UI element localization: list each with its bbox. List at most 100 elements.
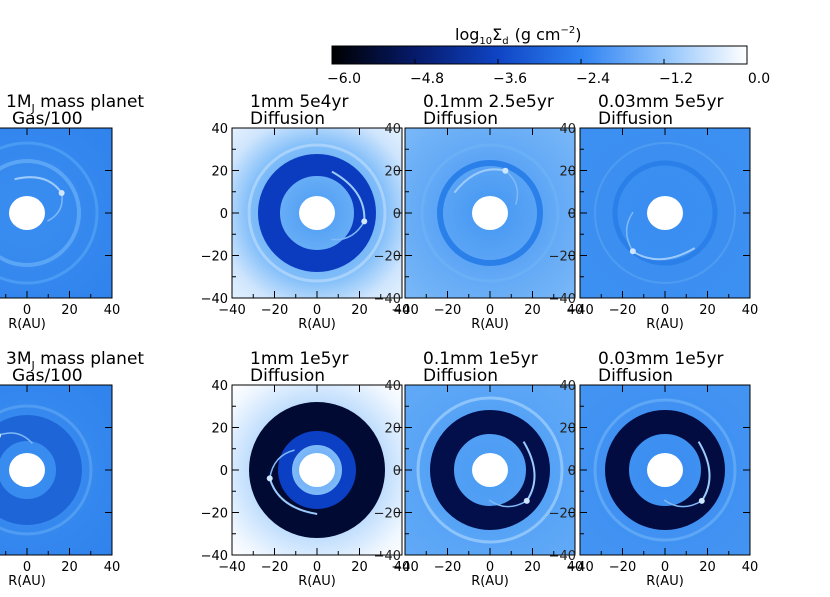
colorbar-label: log10Σd (g cm−2) [455, 25, 581, 47]
x-axis-label: R(AU) [471, 317, 509, 332]
y-tick-label: −40 [374, 549, 401, 564]
x-tick-label: 0 [313, 560, 321, 575]
inner-cavity [299, 453, 335, 487]
density-ring [249, 402, 385, 538]
y-tick-label: 20 [559, 422, 576, 437]
heatmap-image [0, 128, 112, 298]
inner-cavity [647, 196, 683, 230]
y-tick-label: 40 [384, 122, 401, 137]
density-ring [0, 159, 81, 267]
colorbar-tick-label: −2.4 [576, 71, 610, 87]
y-tick-label: 0 [568, 464, 576, 479]
heatmap-image [0, 385, 112, 555]
spiral-arm [625, 211, 634, 252]
panel-subtitle: Diffusion [423, 109, 498, 129]
colorbar: log10Σd (g cm−2) −6.0 −4.8 −3.6 −2.4 −1.2 0.0 [327, 25, 770, 87]
heatmap-image [405, 385, 575, 555]
x-axis-label: R(AU) [8, 317, 46, 332]
spiral-arm [522, 441, 536, 502]
x-axis-label: R(AU) [298, 574, 336, 589]
x-tick-label: −40 [218, 560, 245, 575]
y-tick-label: −40 [201, 549, 228, 564]
y-tick-label: −20 [201, 250, 228, 265]
colorbar-tick-label: −3.6 [493, 71, 527, 87]
y-tick-label: −20 [549, 507, 576, 522]
heatmap-image [232, 385, 402, 555]
inner-cavity [472, 453, 508, 487]
x-tick-label: 40 [394, 560, 411, 575]
y-tick-label: −40 [549, 292, 576, 307]
density-ring [605, 410, 725, 530]
panel-title: 1mm 1e5yr [250, 349, 348, 369]
panel-subtitle: Gas/100 [12, 109, 83, 129]
panel-r0c3: −40 −20 0 20 40 R(AU) 40 20 0 −20 −40 0.03mm 5e5yrD… [549, 92, 759, 332]
spiral-arm [504, 170, 519, 205]
panel-title: 0.03mm 5e5yr [598, 92, 724, 112]
density-ring [593, 398, 737, 542]
panel-title: 0.1mm 1e5yr [423, 349, 538, 369]
x-axis-label: R(AU) [471, 574, 509, 589]
spiral-arm [453, 168, 506, 194]
spiral-arm [14, 176, 63, 194]
y-tick-label: 20 [384, 422, 401, 437]
spiral-arm [268, 478, 318, 515]
inner-cavity [9, 453, 45, 487]
panel-title: 3MJ mass planet [6, 349, 144, 372]
y-tick-label: 20 [211, 422, 228, 437]
x-tick-label: 0 [661, 303, 669, 318]
panel-subtitle: Diffusion [250, 366, 325, 386]
spiral-arm [0, 432, 33, 445]
inner-cavity [299, 196, 335, 230]
density-ring [594, 142, 736, 284]
x-axis-label: R(AU) [646, 574, 684, 589]
planet-marker [629, 248, 636, 255]
colorbar-tick-label: 0.0 [748, 71, 770, 87]
panel-subtitle: Diffusion [598, 366, 673, 386]
panel-subtitle: Diffusion [598, 109, 673, 129]
density-ring [247, 143, 387, 283]
panel-r0c1: −40 −20 0 20 40 R(AU) 40 20 0 −20 −40 1mm 5e4yrDiff… [201, 92, 411, 332]
x-tick-label: 40 [394, 303, 411, 318]
x-tick-label: 0 [661, 560, 669, 575]
y-tick-label: 0 [393, 207, 401, 222]
y-tick-label: 20 [384, 165, 401, 180]
y-tick-label: 0 [220, 207, 228, 222]
inner-cavity [472, 196, 508, 230]
x-tick-label: −20 [261, 303, 288, 318]
heatmap-image [580, 385, 750, 555]
density-ring [0, 141, 99, 285]
panel-r1c2: −40 −20 0 20 40 R(AU) 40 20 0 −20 −40 0.1mm 1e5yrDi… [374, 349, 584, 589]
x-tick-label: −40 [391, 303, 418, 318]
x-tick-label: 20 [699, 303, 716, 318]
x-tick-label: 20 [61, 560, 78, 575]
planet-marker [698, 497, 705, 504]
planet-marker [58, 190, 65, 196]
panel-title: 0.1mm 2.5e5yr [423, 92, 554, 112]
x-axis-label: R(AU) [8, 574, 46, 589]
x-tick-label: 20 [699, 560, 716, 575]
y-tick-label: −20 [201, 507, 228, 522]
y-tick-label: 40 [211, 122, 228, 137]
y-tick-label: −20 [374, 507, 401, 522]
density-ring [430, 410, 550, 530]
panel-title: 0.03mm 1e5yr [598, 349, 724, 369]
planet-marker [502, 167, 509, 174]
y-tick-label: 40 [384, 379, 401, 394]
x-tick-label: 20 [351, 560, 368, 575]
y-tick-label: 0 [220, 464, 228, 479]
planet-marker [0, 433, 2, 438]
planet-marker [523, 497, 530, 504]
density-ring [416, 396, 564, 544]
planet-marker [361, 218, 368, 225]
panel-title: 1MJ mass planet [6, 92, 144, 115]
panel-title: 1mm 5e4yr [250, 92, 348, 112]
x-tick-label: −40 [566, 560, 593, 575]
x-tick-label: 0 [486, 560, 494, 575]
x-axis-label: R(AU) [298, 317, 336, 332]
density-ring [0, 415, 82, 525]
x-tick-label: 40 [567, 560, 584, 575]
inner-cavity [9, 196, 45, 230]
